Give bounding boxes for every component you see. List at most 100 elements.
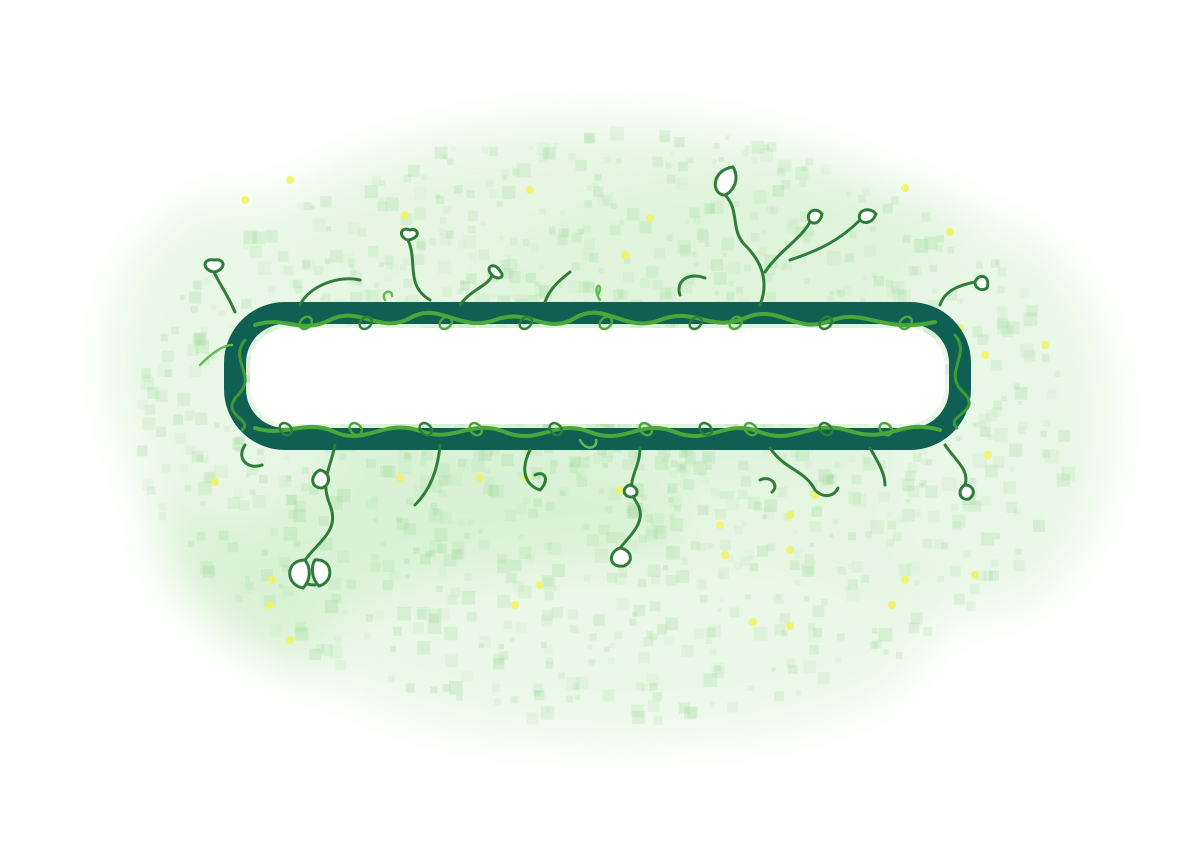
sprout-bottom-7 bbox=[943, 443, 968, 487]
speckle bbox=[725, 497, 739, 511]
speckle bbox=[534, 690, 541, 697]
speckle bbox=[330, 249, 343, 263]
speckle bbox=[421, 451, 426, 456]
speckle bbox=[662, 458, 667, 463]
speckle bbox=[380, 465, 392, 477]
sparkle-dot bbox=[1041, 341, 1049, 349]
speckle bbox=[396, 518, 409, 531]
speckle bbox=[812, 605, 825, 617]
speckle bbox=[903, 509, 915, 521]
speckle bbox=[799, 180, 807, 188]
speckle bbox=[428, 549, 436, 557]
speckle bbox=[550, 459, 558, 467]
speckle bbox=[261, 549, 268, 556]
speckle bbox=[714, 664, 722, 672]
speckle bbox=[941, 542, 949, 550]
speckle bbox=[820, 164, 832, 176]
speckle bbox=[809, 520, 822, 533]
speckle bbox=[512, 581, 524, 593]
speckle bbox=[443, 205, 452, 214]
speckle bbox=[142, 417, 156, 431]
speckle bbox=[252, 231, 265, 245]
speckle bbox=[455, 550, 465, 560]
speckle bbox=[994, 533, 1001, 540]
speckle bbox=[789, 560, 800, 571]
speckle bbox=[312, 218, 326, 232]
speckle bbox=[286, 494, 297, 505]
speckle bbox=[239, 500, 250, 511]
speckle bbox=[416, 641, 431, 655]
speckle bbox=[786, 220, 799, 233]
speckle bbox=[790, 449, 799, 458]
speckle bbox=[728, 281, 734, 287]
speckle bbox=[972, 326, 983, 337]
speckle bbox=[257, 261, 272, 275]
speckle bbox=[1006, 501, 1018, 513]
speckle bbox=[173, 414, 184, 425]
sparkle-dot bbox=[786, 511, 794, 519]
speckle bbox=[435, 193, 441, 199]
speckle bbox=[628, 448, 638, 459]
speckle bbox=[622, 458, 634, 470]
speckle bbox=[714, 272, 727, 285]
speckle bbox=[764, 254, 778, 268]
speckle bbox=[224, 425, 231, 432]
speckle bbox=[496, 201, 503, 207]
speckle bbox=[1018, 421, 1028, 431]
speckle bbox=[568, 461, 574, 467]
sparkle-dot bbox=[266, 601, 274, 609]
speckle bbox=[593, 614, 605, 626]
speckle bbox=[852, 561, 864, 573]
speckle bbox=[660, 287, 672, 299]
sprout-branch-1 bbox=[763, 220, 812, 274]
speckle bbox=[822, 474, 834, 486]
speckle bbox=[715, 508, 726, 520]
vine-loop bbox=[298, 315, 314, 331]
speckle bbox=[705, 637, 712, 644]
sprout-top-5 bbox=[938, 280, 977, 307]
speckle bbox=[489, 451, 494, 456]
speckle bbox=[549, 467, 557, 475]
speckle bbox=[744, 145, 751, 151]
speckle bbox=[847, 579, 858, 590]
speckle bbox=[994, 260, 999, 265]
speckle bbox=[795, 167, 809, 181]
speckle bbox=[308, 577, 315, 584]
speckle bbox=[618, 290, 629, 301]
speckle bbox=[648, 700, 660, 712]
speckle bbox=[437, 260, 451, 274]
speckle bbox=[643, 637, 654, 647]
speckle bbox=[670, 518, 684, 532]
speckle bbox=[738, 460, 749, 471]
speckle bbox=[457, 458, 470, 471]
speckle bbox=[156, 426, 167, 437]
speckle bbox=[202, 456, 209, 463]
speckle bbox=[702, 452, 712, 462]
sparkle-layer bbox=[211, 176, 1049, 644]
speckle bbox=[650, 512, 665, 527]
speckle bbox=[862, 187, 870, 196]
speckle bbox=[771, 667, 776, 672]
speckle bbox=[781, 179, 791, 190]
speckle bbox=[179, 295, 185, 300]
speckle bbox=[428, 608, 442, 622]
leaf-icon bbox=[857, 208, 878, 224]
speckle bbox=[374, 283, 379, 288]
speckle bbox=[809, 543, 814, 548]
speckle bbox=[584, 456, 590, 461]
speckle bbox=[210, 304, 216, 311]
speckle bbox=[337, 488, 351, 503]
speckle bbox=[616, 597, 630, 611]
speckle bbox=[579, 469, 587, 477]
speckle bbox=[669, 470, 677, 479]
speckle bbox=[740, 556, 750, 566]
speckle bbox=[445, 230, 454, 239]
speckle bbox=[617, 567, 628, 577]
sparkle-dot bbox=[511, 601, 519, 609]
speckle bbox=[413, 547, 420, 554]
speckle bbox=[896, 516, 903, 524]
speckle bbox=[488, 189, 499, 200]
sparkle-dot bbox=[646, 214, 654, 222]
speckle bbox=[416, 241, 426, 251]
speckle bbox=[604, 646, 610, 653]
